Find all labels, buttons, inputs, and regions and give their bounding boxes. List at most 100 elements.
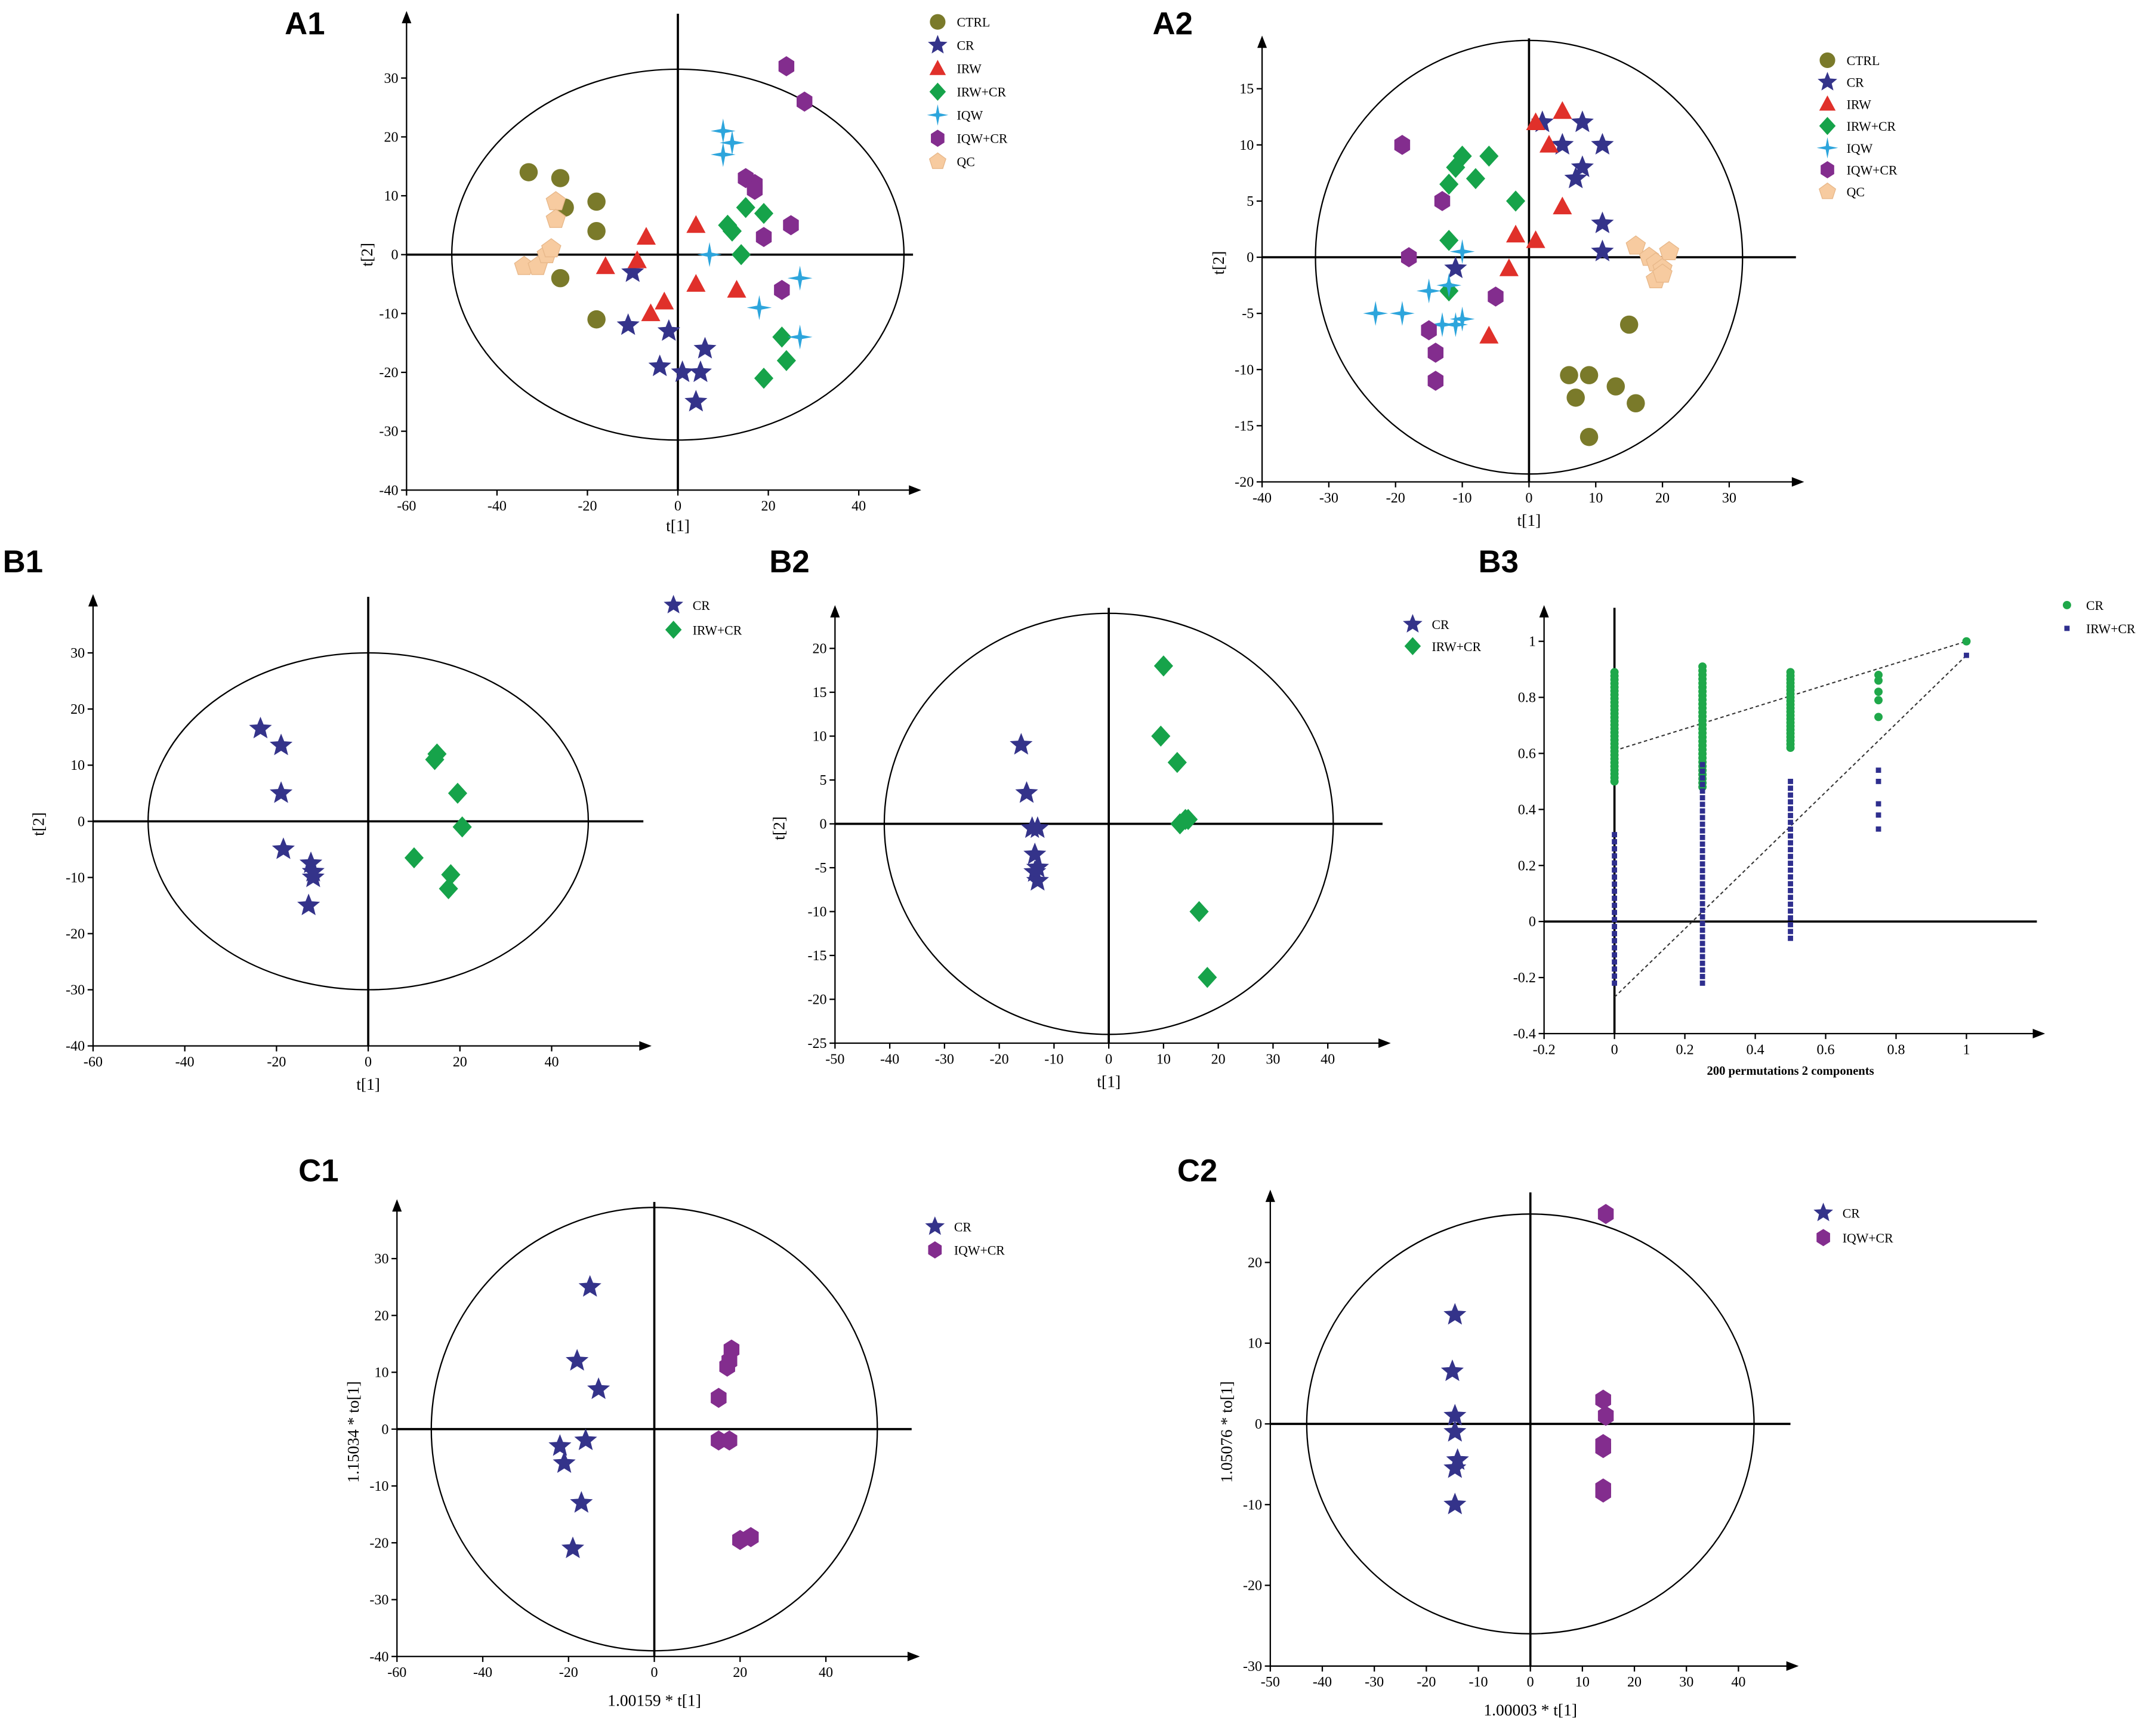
- legend-label-cr: CR: [1843, 1207, 1861, 1221]
- data-point-irw: [686, 215, 706, 233]
- x-tick-label: -10: [1044, 1052, 1063, 1067]
- x-tick-label: -30: [1365, 1675, 1384, 1690]
- data-point-irw-cr: [1788, 806, 1793, 812]
- data-point-irw-cr: [1699, 828, 1705, 834]
- x-tick-label: 0: [1527, 1675, 1534, 1690]
- data-point-irw-cr: [1788, 813, 1793, 818]
- data-point-irw-cr: [1788, 929, 1793, 935]
- y-tick-label: 30: [384, 71, 398, 87]
- x-axis-arrow-icon: [2032, 1028, 2046, 1038]
- y-tick-label: 15: [812, 685, 826, 701]
- data-point-irw-cr: [1699, 868, 1705, 874]
- data-point-irw-cr: [1612, 902, 1618, 908]
- data-point-irw-cr: [1612, 959, 1618, 965]
- x-tick-label: 30: [1679, 1675, 1693, 1690]
- data-point-cr: [1446, 1448, 1469, 1470]
- data-point-irw-cr: [1699, 761, 1705, 767]
- trend-line-irw-cr: [1614, 655, 1967, 998]
- y-tick-label: 5: [820, 773, 827, 788]
- data-point-irw-cr: [1788, 827, 1793, 832]
- data-point-irw-cr: [1612, 945, 1618, 951]
- x-tick-label: -40: [1313, 1675, 1332, 1690]
- data-point-irw-cr: [1612, 832, 1618, 838]
- y-tick-label: 0: [391, 248, 399, 263]
- legend-marker-cr: [1813, 1202, 1833, 1222]
- data-point-irw-cr: [1699, 921, 1705, 926]
- data-point-irw-cr: [1875, 826, 1881, 832]
- y-axis-arrow-icon: [88, 594, 98, 607]
- data-point-iqw-cr: [1597, 1405, 1614, 1426]
- y-tick-label: -15: [807, 948, 826, 964]
- data-point-irw-cr: [1699, 815, 1705, 821]
- data-point-irw-cr: [1788, 847, 1793, 853]
- data-point-iqw-cr: [1488, 286, 1504, 307]
- data-point-irw-cr: [1699, 927, 1705, 933]
- data-point-cr: [648, 354, 671, 377]
- x-axis-title: t[1]: [356, 1075, 380, 1093]
- legend-marker-iqw-cr: [931, 129, 945, 147]
- data-point-iqw: [1430, 312, 1455, 337]
- data-point-irw: [1553, 196, 1572, 215]
- data-point-irw-cr: [1699, 808, 1705, 814]
- y-tick-label: -10: [807, 905, 826, 920]
- confidence-ellipse: [430, 1207, 878, 1652]
- y-tick-label: 30: [70, 646, 85, 661]
- y-tick-label: 0: [78, 814, 85, 830]
- data-point-irw-cr: [1167, 751, 1187, 773]
- y-tick-label: 0: [1247, 250, 1254, 266]
- legend-label-iqw-cr: IQW+CR: [1847, 163, 1898, 177]
- data-point-irw-cr: [1612, 895, 1618, 901]
- data-point-irw-cr: [1699, 795, 1705, 801]
- data-point-irw-cr: [1788, 922, 1793, 927]
- legend-label-iqw-cr: IQW+CR: [1843, 1231, 1893, 1245]
- data-point-irw-cr: [1699, 941, 1705, 946]
- legend-label-iqw-cr: IQW+CR: [954, 1243, 1005, 1257]
- legend-label-cr: CR: [1847, 76, 1865, 90]
- y-tick-label: 20: [384, 129, 398, 145]
- data-point-irw-cr: [1699, 848, 1705, 853]
- y-tick-label: -0.4: [1513, 1026, 1536, 1042]
- permutation-band-irw-cr: [1788, 779, 1793, 941]
- x-axis-title: 1.00003 * t[1]: [1483, 1700, 1577, 1719]
- x-tick-label: 0: [1525, 491, 1532, 506]
- x-tick-label: 20: [1627, 1675, 1642, 1690]
- data-point-irw-cr: [1964, 652, 1969, 658]
- y-axis-title: 1.15034 * to[1]: [344, 1381, 362, 1482]
- y-tick-label: 0.6: [1518, 746, 1536, 761]
- x-tick-label: 30: [1266, 1052, 1280, 1067]
- x-tick-label: 20: [733, 1665, 747, 1681]
- chart-a1: -60 -40 -20 0 20 40-40-30-20-100102030t[1]t[2…: [357, 11, 1008, 535]
- series-irw: [596, 215, 746, 322]
- legend-label-ctrl: CTRL: [957, 16, 991, 30]
- data-point-cr: [1571, 110, 1594, 132]
- legend-marker-cr: [1818, 72, 1837, 91]
- legend-label-irw-cr: IRW+CR: [1847, 119, 1896, 134]
- data-point-irw: [1526, 112, 1545, 131]
- confidence-ellipse: [883, 612, 1334, 1035]
- y-tick-label: 0: [1255, 1417, 1262, 1432]
- data-point-ctrl: [1619, 315, 1639, 334]
- data-point-iqw-cr: [1595, 1389, 1611, 1410]
- legend-label-qc: QC: [957, 155, 975, 169]
- y-axis-arrow-icon: [1539, 605, 1549, 618]
- legend-marker-qc: [928, 152, 946, 169]
- data-point-irw: [596, 256, 615, 275]
- data-point-iqw-cr: [721, 1430, 738, 1451]
- data-point-cr: [587, 1377, 610, 1399]
- data-point-iqw: [1416, 278, 1442, 304]
- data-point-irw: [641, 303, 661, 322]
- legend: CTRL CR IRW IRW+CR IQW IQW+CR QC: [927, 14, 1008, 169]
- data-point-cr: [1015, 781, 1038, 803]
- data-point-irw-cr: [1699, 801, 1705, 807]
- x-tick-label: 40: [1321, 1052, 1335, 1067]
- data-point-cr: [269, 733, 293, 756]
- data-point-irw-cr: [754, 368, 774, 389]
- data-point-irw-cr: [452, 816, 472, 838]
- x-tick-label: 0: [365, 1054, 372, 1070]
- series-irw-cr: [1875, 652, 1969, 832]
- data-point-irw-cr: [1612, 839, 1618, 844]
- data-point-irw-cr: [1452, 145, 1472, 167]
- legend-marker-ctrl: [1819, 52, 1835, 69]
- data-point-irw-cr: [1612, 846, 1618, 852]
- data-point-irw-cr: [1699, 768, 1705, 774]
